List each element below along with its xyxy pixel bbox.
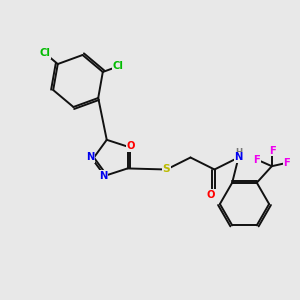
Text: H: H (235, 148, 242, 157)
Text: F: F (254, 154, 260, 165)
Text: F: F (269, 146, 276, 156)
Text: O: O (127, 141, 135, 151)
Text: Cl: Cl (113, 61, 124, 71)
Text: O: O (207, 190, 215, 200)
Text: Cl: Cl (40, 48, 51, 59)
Text: N: N (86, 152, 94, 163)
Text: N: N (234, 152, 243, 163)
Text: F: F (284, 158, 290, 168)
Text: S: S (163, 164, 170, 175)
Text: N: N (99, 171, 107, 181)
